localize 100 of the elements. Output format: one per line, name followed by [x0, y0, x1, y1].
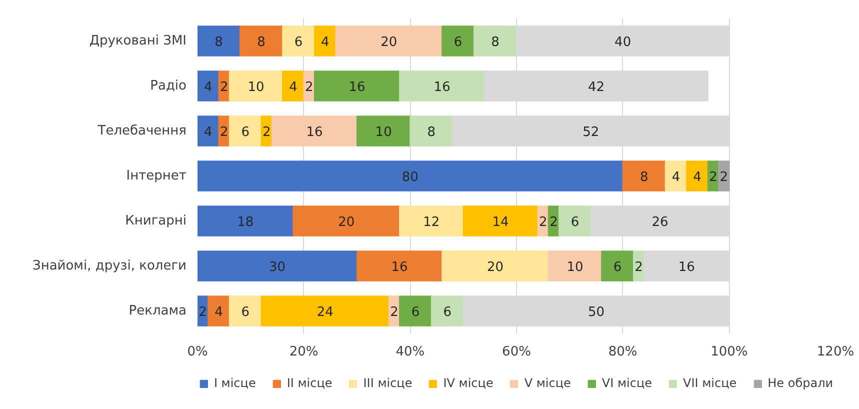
bar	[399, 296, 432, 326]
data-label: 8	[491, 35, 500, 50]
data-label: 2	[198, 305, 207, 320]
data-label: 6	[241, 125, 250, 140]
bar	[314, 70, 400, 102]
bar	[399, 70, 486, 102]
bar	[686, 160, 708, 192]
bar	[282, 26, 315, 56]
data-label: 2	[634, 260, 643, 275]
data-label: 6	[294, 35, 303, 50]
data-label: 8	[257, 35, 266, 50]
x-tick-label: 120%	[816, 344, 854, 360]
bar	[356, 250, 443, 282]
x-tick-label: 40%	[396, 344, 425, 360]
y-tick-label: Телебачення	[96, 124, 187, 138]
bar	[292, 206, 400, 236]
data-label: 14	[492, 215, 509, 230]
data-label: 24	[316, 305, 334, 320]
data-label: 42	[588, 80, 605, 95]
legend-label: IV місце	[443, 376, 494, 390]
bar	[260, 296, 390, 326]
bar	[548, 250, 602, 282]
y-tick-label: Реклама	[128, 304, 187, 318]
bar	[198, 70, 220, 102]
data-label: 10	[375, 125, 392, 140]
data-label: 6	[454, 35, 462, 50]
bar	[335, 26, 443, 56]
data-label: 2	[390, 305, 398, 320]
x-tick-label: 20%	[289, 344, 318, 360]
data-label: 52	[582, 125, 600, 140]
data-label: 2	[550, 215, 558, 230]
bar	[228, 70, 284, 102]
x-tick-label: 80%	[608, 344, 638, 360]
data-label: 8	[640, 170, 648, 185]
data-label: 4	[289, 80, 298, 95]
bar	[410, 116, 454, 146]
bar	[228, 296, 262, 326]
x-tick-label: 100%	[710, 344, 748, 360]
legend-label: III місце	[363, 376, 412, 390]
data-label: 16	[434, 80, 450, 95]
data-label: 6	[443, 305, 452, 320]
bar	[271, 116, 358, 146]
data-label: 2	[709, 170, 718, 185]
data-label: 18	[237, 215, 254, 230]
y-tick-label: Радіо	[150, 78, 187, 94]
data-label: 16	[306, 125, 323, 140]
data-label: 6	[570, 215, 580, 230]
data-label: 26	[652, 215, 668, 230]
bar	[462, 206, 538, 236]
data-label: 16	[348, 80, 366, 95]
data-label: 4	[693, 170, 702, 185]
data-label: 2	[720, 170, 728, 185]
bar	[198, 26, 241, 56]
data-label: 40	[614, 35, 632, 50]
bar	[198, 206, 294, 236]
data-label: 2	[305, 80, 314, 95]
bar	[314, 26, 336, 56]
data-label: 50	[588, 305, 605, 320]
data-label: 6	[613, 260, 622, 275]
y-tick-label: Друковані ЗМІ	[89, 34, 187, 48]
bar	[558, 206, 592, 236]
data-label: 10	[248, 80, 264, 95]
bar	[484, 70, 708, 102]
bar	[282, 70, 304, 102]
bar	[240, 26, 284, 56]
data-label: 12	[423, 215, 440, 230]
bar	[399, 206, 464, 236]
data-label: 6	[241, 305, 250, 320]
data-label: 16	[391, 260, 408, 275]
data-label: 4	[204, 80, 212, 95]
bar	[601, 250, 634, 282]
bar	[228, 116, 262, 146]
bar	[198, 160, 624, 192]
y-tick-label: Знайомі, друзі, колеги	[32, 258, 187, 274]
bar	[442, 26, 474, 56]
data-label: 80	[402, 170, 418, 185]
data-label: 4	[672, 170, 680, 185]
data-label: 2	[262, 125, 271, 140]
bar	[356, 116, 411, 146]
legend-label: VI місце	[602, 376, 652, 390]
x-tick-label: 0%	[187, 344, 208, 360]
data-label: 4	[214, 305, 223, 320]
data-label: 2	[220, 80, 228, 95]
data-label: 2	[538, 215, 548, 230]
data-label: 4	[320, 35, 330, 50]
data-label: 6	[411, 305, 420, 320]
data-label: 4	[204, 125, 212, 140]
data-label: 8	[427, 125, 436, 140]
data-label: 20	[486, 260, 504, 275]
data-label: 20	[338, 215, 355, 230]
data-label: 10	[566, 260, 584, 275]
legend-label: VII місце	[683, 376, 737, 390]
data-label: 20	[380, 35, 398, 50]
bar	[664, 160, 688, 192]
bar	[198, 250, 358, 282]
bar	[718, 160, 730, 192]
bar	[473, 26, 517, 56]
y-tick-label: Інтернет	[126, 168, 187, 184]
bar	[622, 160, 666, 192]
legend-label: Не обрали	[768, 376, 834, 390]
